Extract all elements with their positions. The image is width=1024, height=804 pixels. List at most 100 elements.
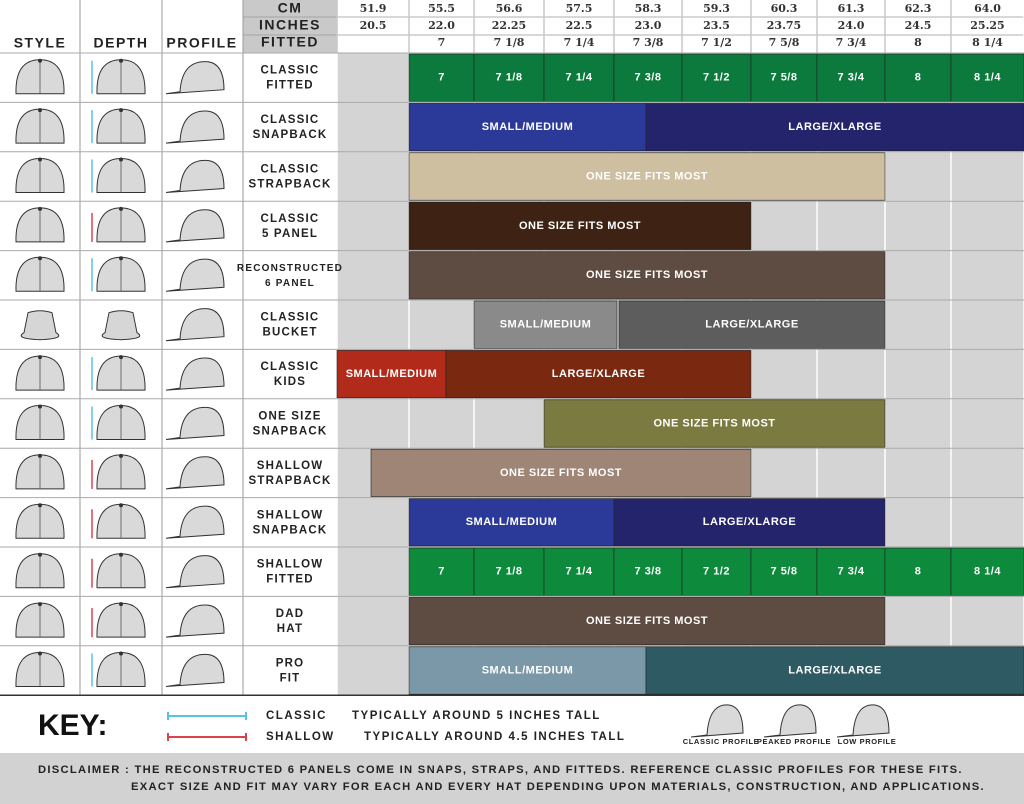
hat-button <box>38 355 42 360</box>
names-bg <box>243 53 337 696</box>
size-header: 61.3 <box>838 2 865 15</box>
size-bar <box>681 547 752 596</box>
size-bar <box>336 350 447 399</box>
size-bar <box>613 498 886 547</box>
size-header: 22.25 <box>492 19 526 32</box>
size-label: SMALL/MEDIUM <box>466 516 558 528</box>
size-header: 59.3 <box>703 2 730 15</box>
size-label: 7 5/8 <box>771 72 798 84</box>
hat-name: STRAPBACK <box>249 475 332 487</box>
size-label: 7 3/4 <box>838 566 865 578</box>
disclaimer: EXACT SIZE AND FIT MAY VARY FOR EACH AND… <box>131 781 985 793</box>
key-name: SHALLOW <box>266 731 335 743</box>
hat-button <box>119 256 123 261</box>
size-header: 7 5/8 <box>769 36 800 49</box>
size-bar <box>950 547 1024 596</box>
size-header: 7 3/8 <box>633 36 664 49</box>
size-label: ONE SIZE FITS MOST <box>586 170 708 182</box>
profile-icon <box>165 653 225 687</box>
size-bar <box>543 399 886 448</box>
profile-icon <box>165 110 225 144</box>
row-label: CM <box>278 0 303 16</box>
hat-button <box>38 503 42 508</box>
size-label: ONE SIZE FITS MOST <box>653 417 775 429</box>
size-label: 7 5/8 <box>771 566 798 578</box>
size-header: 25.25 <box>970 19 1004 32</box>
hat-name: FITTED <box>266 80 313 92</box>
hat-name: SHALLOW <box>257 559 324 571</box>
profile-label: LOW PROFILE <box>838 737 897 746</box>
hat-name: SNAPBACK <box>253 129 328 141</box>
hat-name: BUCKET <box>262 327 317 339</box>
hat-button <box>119 157 123 162</box>
hat-button <box>38 58 42 63</box>
hat-icon <box>101 310 141 341</box>
profile-icon <box>836 704 890 738</box>
hat-name: STRAPBACK <box>249 179 332 191</box>
profile-icon <box>165 258 225 292</box>
row-label: FITTED <box>261 34 319 50</box>
size-bar <box>408 103 647 152</box>
size-bar <box>543 547 615 596</box>
size-header: 64.0 <box>974 2 1001 15</box>
size-header: 7 <box>438 36 446 49</box>
hat-button <box>38 651 42 656</box>
size-label: 7 1/4 <box>566 566 593 578</box>
profile-icon <box>165 406 225 440</box>
disclaimer-bg <box>0 753 1024 804</box>
hat-button <box>119 355 123 360</box>
size-bar <box>473 547 545 596</box>
size-label: SMALL/MEDIUM <box>482 121 574 133</box>
size-label: 8 1/4 <box>974 566 1001 578</box>
key-desc: TYPICALLY AROUND 4.5 INCHES TALL <box>364 731 625 743</box>
size-bar <box>370 448 752 497</box>
profile-icon <box>165 505 225 539</box>
profile-icon <box>165 61 225 95</box>
size-label: 7 1/2 <box>703 72 730 84</box>
size-label: SMALL/MEDIUM <box>482 664 574 676</box>
hat-button <box>119 58 123 63</box>
profile-icon <box>165 209 225 243</box>
hat-icon <box>20 310 60 341</box>
profile-icon <box>165 159 225 193</box>
hat-name: CLASSIC <box>261 164 320 176</box>
size-label: 7 3/8 <box>635 72 662 84</box>
profile-label: CLASSIC PROFILE <box>683 737 760 746</box>
size-label: LARGE/XLARGE <box>703 516 796 528</box>
hat-button <box>38 157 42 162</box>
size-header: 7 1/2 <box>701 36 732 49</box>
hat-button <box>119 651 123 656</box>
size-bar <box>750 547 818 596</box>
size-bar <box>645 646 1024 695</box>
column-title: STYLE <box>14 35 67 51</box>
size-label: 7 <box>438 72 445 84</box>
profile-icon <box>763 704 817 738</box>
size-header: 23.0 <box>635 19 662 32</box>
hat-name: SNAPBACK <box>253 524 328 536</box>
hat-name: CLASSIC <box>261 65 320 77</box>
hat-name: RECONSTRUCTED <box>237 263 343 274</box>
size-header: 24.5 <box>905 19 932 32</box>
size-label: 7 1/8 <box>496 566 523 578</box>
hat-button <box>38 453 42 458</box>
hat-button <box>38 256 42 261</box>
hat-name: KIDS <box>274 376 306 388</box>
hat-name: SNAPBACK <box>253 426 328 438</box>
profile-icon <box>165 456 225 490</box>
size-label: LARGE/XLARGE <box>552 368 645 380</box>
size-bar <box>408 498 615 547</box>
hat-button <box>38 108 42 113</box>
size-header: 7 1/8 <box>494 36 525 49</box>
size-label: LARGE/XLARGE <box>705 319 798 331</box>
size-bar <box>543 53 615 102</box>
size-bar <box>473 300 618 349</box>
column-title: DEPTH <box>94 35 149 51</box>
size-bar <box>408 547 475 596</box>
hat-button <box>119 602 123 607</box>
size-label: SMALL/MEDIUM <box>346 368 438 380</box>
disclaimer: DISCLAIMER : THE RECONSTRUCTED 6 PANELS … <box>38 764 963 776</box>
hat-name: HAT <box>277 623 303 635</box>
size-header: 58.3 <box>635 2 662 15</box>
hat-name: FIT <box>280 673 301 685</box>
